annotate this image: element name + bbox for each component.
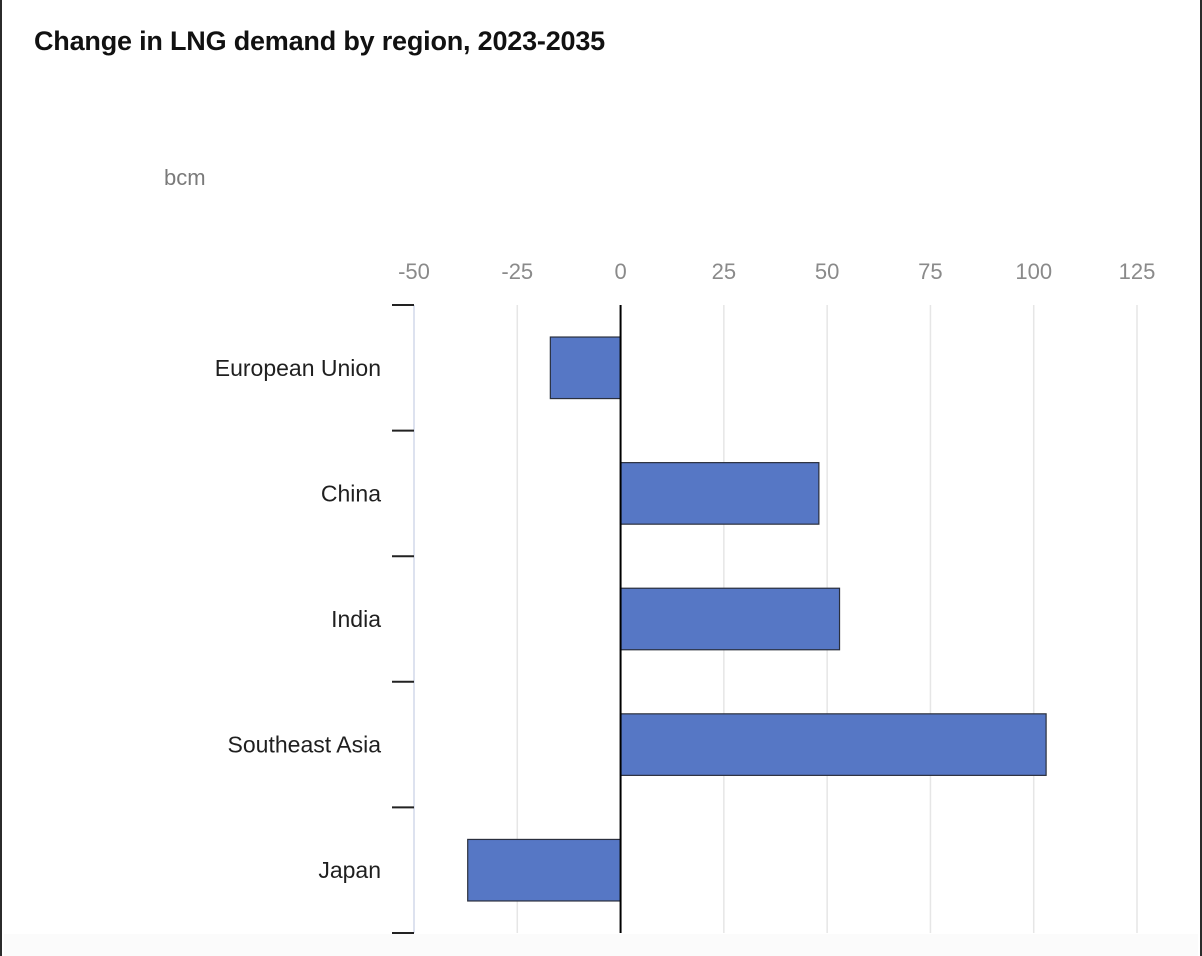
category-label: European Union xyxy=(215,355,381,381)
bar xyxy=(619,462,820,525)
x-tick-label: 75 xyxy=(918,259,942,284)
x-tick-label: 100 xyxy=(1015,259,1052,284)
bars xyxy=(467,336,1047,902)
x-tick-label: 125 xyxy=(1119,259,1156,284)
category-label: Japan xyxy=(318,857,381,883)
bottom-strip xyxy=(4,934,1198,956)
category-label: China xyxy=(321,480,381,506)
x-tick-label: -25 xyxy=(501,259,533,284)
x-tick-label: 0 xyxy=(614,259,626,284)
x-tick-label: -50 xyxy=(398,259,430,284)
bar xyxy=(549,336,622,400)
axes xyxy=(392,304,622,934)
category-labels: European Union China India Southeast Asia Ja… xyxy=(215,355,381,883)
x-tick-labels: -50 -25 0 25 50 75 100 125 xyxy=(398,259,1155,284)
x-tick-label: 50 xyxy=(815,259,839,284)
bar xyxy=(619,713,1047,776)
bar xyxy=(467,838,622,902)
category-label: Southeast Asia xyxy=(228,732,382,758)
category-label: India xyxy=(331,606,381,632)
x-tick-label: 25 xyxy=(712,259,736,284)
unit-label: bcm xyxy=(164,165,206,190)
bar xyxy=(619,587,841,651)
chart-title: Change in LNG demand by region, 2023-203… xyxy=(34,26,605,56)
